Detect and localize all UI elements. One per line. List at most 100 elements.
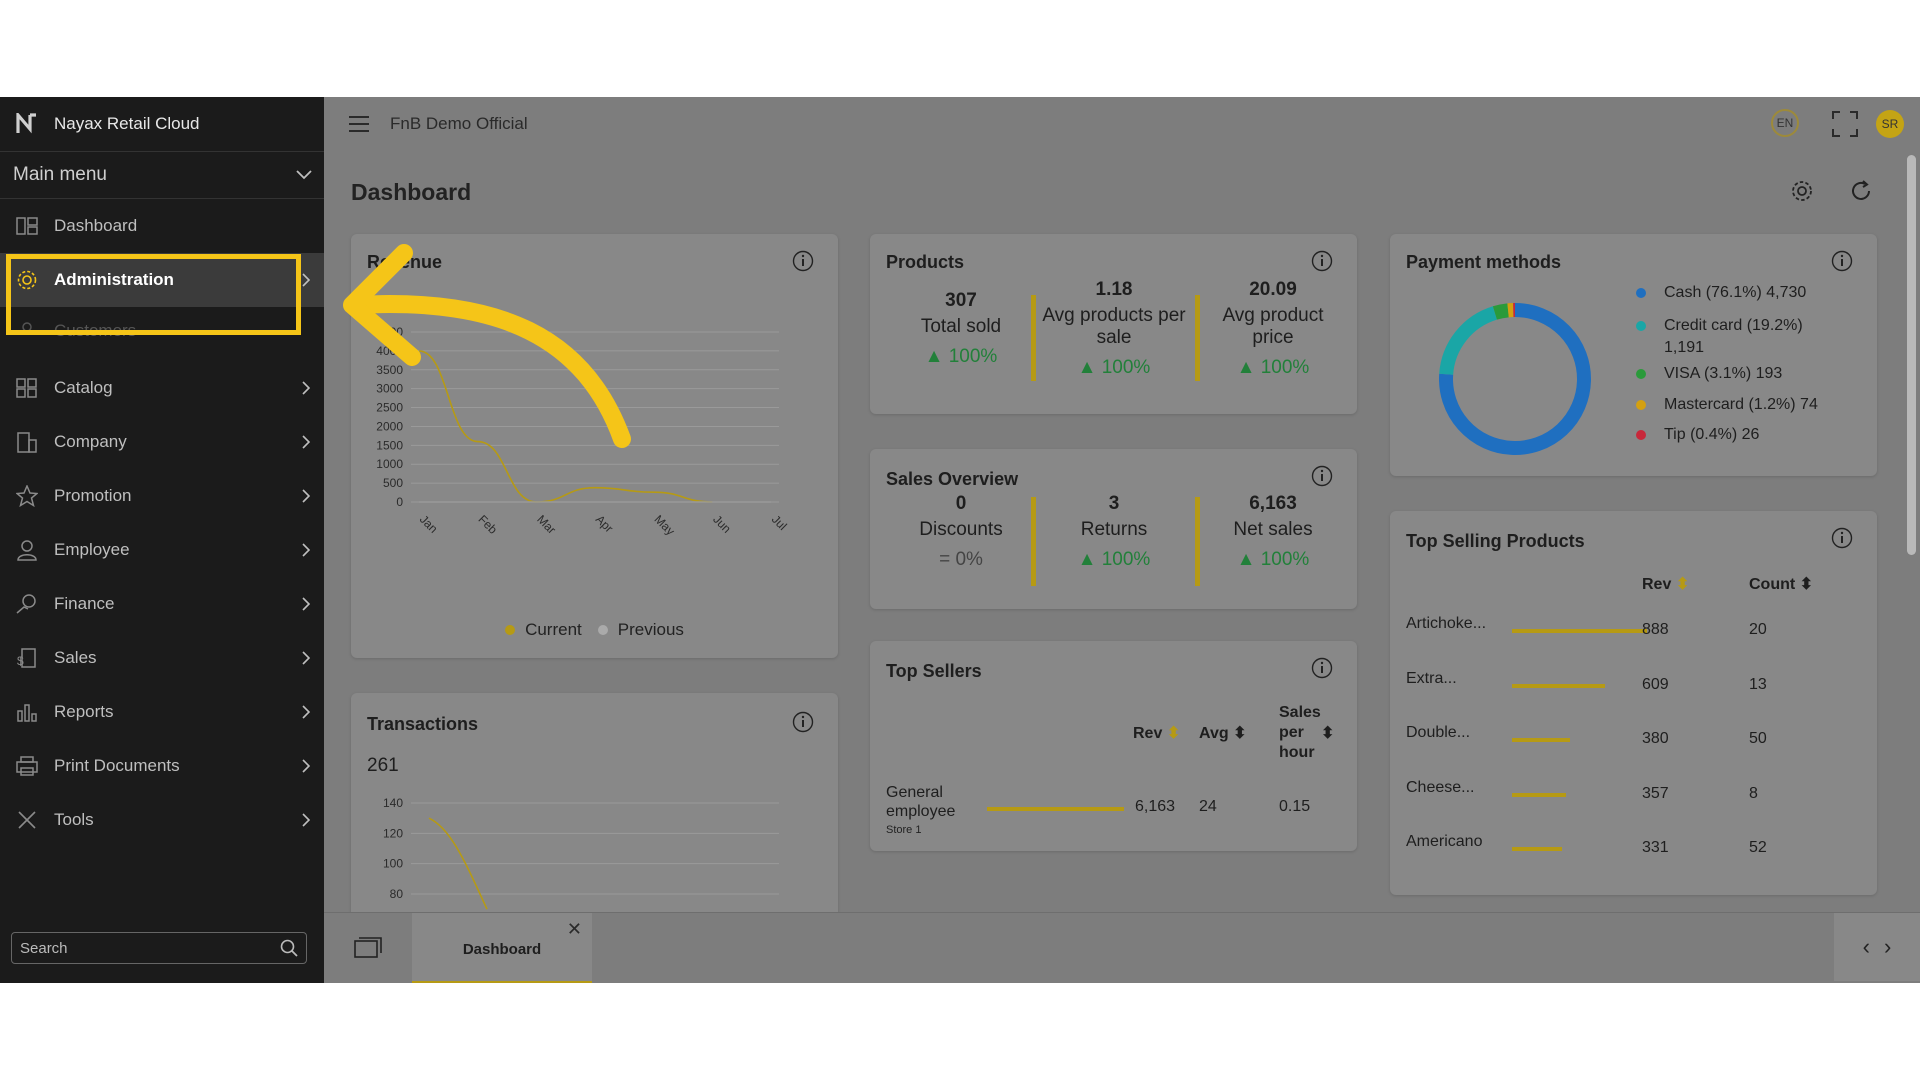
y-tick-label: 500 — [383, 476, 403, 490]
language-button[interactable]: EN — [1771, 109, 1799, 137]
chevron-left-icon[interactable]: ‹ — [1862, 934, 1870, 959]
y-tick-label: 2500 — [376, 401, 403, 415]
refresh-icon[interactable] — [1849, 179, 1873, 203]
product-count: 8 — [1749, 784, 1758, 802]
chevron-right-icon — [302, 273, 310, 287]
company-icon — [15, 430, 39, 454]
column-header-avg[interactable]: Avg ⬍ — [1199, 723, 1247, 743]
chevron-right-icon — [302, 651, 310, 665]
sales-icon: $ — [15, 646, 39, 670]
fullscreen-icon[interactable] — [1832, 111, 1858, 137]
main-menu-toggle[interactable]: Main menu — [0, 151, 324, 199]
stat-net-sales: 6,163 Net sales ▲ 100% — [1208, 493, 1338, 571]
sidebar-search-input[interactable]: Search — [11, 932, 307, 964]
legend-dot — [1636, 288, 1646, 298]
sidebar-item-promotion[interactable]: Promotion — [0, 469, 324, 523]
header-label-line: Sales — [1279, 704, 1321, 721]
sidebar-item-employee[interactable]: Employee — [0, 523, 324, 577]
header-label: Rev — [1642, 576, 1672, 593]
chevron-right-icon — [302, 813, 310, 827]
seller-name: General employee Store 1 — [886, 783, 955, 840]
payment-methods-title: Payment methods — [1406, 252, 1562, 272]
legend-current[interactable]: Current — [505, 620, 582, 640]
user-avatar[interactable]: SR — [1876, 110, 1904, 138]
sidebar-item-finance[interactable]: Finance — [0, 577, 324, 631]
sales-overview-card: Sales Overview 0 Discounts = 0% 3 Return… — [870, 449, 1357, 609]
hamburger-menu-icon[interactable] — [348, 115, 370, 133]
employee-icon — [15, 538, 39, 562]
info-icon[interactable] — [792, 711, 814, 733]
sidebar-item-company[interactable]: Company — [0, 415, 324, 469]
stat-label: Discounts — [919, 519, 1003, 540]
sidebar-item-label: Finance — [54, 594, 115, 613]
sidebar-item-dashboard[interactable]: Dashboard — [0, 199, 324, 253]
stat-value: 307 — [945, 290, 977, 311]
column-header-count[interactable]: Count ⬍ — [1749, 574, 1813, 594]
sidebar-item-label: Tools — [54, 810, 94, 829]
close-icon[interactable]: ✕ — [566, 919, 582, 939]
settings-gear-icon[interactable] — [1790, 179, 1814, 203]
tutorial-overlay — [343, 244, 631, 448]
vertical-scrollbar[interactable] — [1904, 151, 1918, 911]
header-label-line: per — [1279, 724, 1304, 741]
sidebar-item-reports[interactable]: Reports — [0, 685, 324, 739]
product-rev: 609 — [1642, 675, 1669, 693]
chevron-right-icon[interactable]: › — [1884, 934, 1892, 959]
top-bar: FnB Demo Official EN SR — [324, 97, 1920, 151]
scrollbar-thumb[interactable] — [1907, 155, 1916, 555]
stat-value: 0 — [955, 493, 967, 514]
sidebar-item-label: Dashboard — [54, 216, 138, 235]
stat-label: Avg products per sale — [1042, 305, 1186, 348]
top-selling-products-card: Top Selling Products Rev ⬍ Count ⬍ Artic… — [1390, 511, 1877, 895]
product-rev: 357 — [1642, 784, 1669, 802]
sidebar-item-print-documents[interactable]: Print Documents — [0, 739, 324, 793]
payment-legend-mastercard[interactable]: Mastercard (1.2%) 74 — [1636, 396, 1818, 414]
info-icon[interactable] — [1311, 465, 1333, 487]
sidebar-item-label: Employee — [54, 540, 130, 559]
product-rev: 888 — [1642, 621, 1669, 638]
sidebar-item-tools[interactable]: Tools — [0, 793, 324, 847]
sidebar: Nayax Retail Cloud Main menu Dashboard A… — [0, 97, 324, 983]
info-icon[interactable] — [792, 250, 814, 272]
open-tab-dashboard[interactable]: ✕ Dashboard — [412, 913, 592, 983]
payment-legend-visa[interactable]: VISA (3.1%) 193 — [1636, 365, 1782, 383]
chevron-right-icon — [302, 489, 310, 503]
sidebar-item-sales[interactable]: $ Sales — [0, 631, 324, 685]
sidebar-item-catalog[interactable]: Catalog — [0, 361, 324, 415]
seller-name-line: employee — [886, 803, 956, 820]
info-icon[interactable] — [1311, 250, 1333, 272]
info-icon[interactable] — [1831, 250, 1853, 272]
product-rev-bar — [1512, 683, 1605, 688]
payment-legend-tip[interactable]: Tip (0.4%) 26 — [1636, 426, 1759, 444]
product-rev-bar — [1512, 847, 1563, 851]
legend-previous[interactable]: Previous — [597, 620, 684, 640]
product-name: Double... — [1406, 724, 1471, 741]
window-tabs-icon[interactable] — [354, 937, 382, 959]
column-header-sales-per-hour[interactable]: Sales per hour — [1279, 703, 1321, 763]
sidebar-item-administration[interactable]: Administration — [0, 253, 324, 307]
column-header-rev[interactable]: Rev ⬍ — [1642, 574, 1689, 594]
stat-change: ▲ 100% — [1032, 549, 1196, 571]
product-rev: 331 — [1642, 839, 1669, 856]
stat-change-value: 100% — [948, 346, 998, 367]
info-icon[interactable] — [1831, 527, 1853, 549]
stat-label: Avg product price — [1222, 305, 1324, 348]
product-count: 50 — [1749, 730, 1767, 747]
product-rev: 380 — [1642, 730, 1669, 747]
legend-label: Cash (76.1%) 4,730 — [1664, 284, 1807, 301]
column-header-rev[interactable]: Rev ⬍ — [1133, 723, 1180, 743]
chevron-right-icon — [302, 543, 310, 557]
donut-slice-credit-card — [1439, 306, 1498, 375]
donut-slice-cash — [1439, 303, 1591, 455]
payment-legend-cash[interactable]: Cash (76.1%) 4,730 — [1636, 284, 1806, 302]
trend-up-icon: ▲ — [1077, 357, 1102, 378]
transactions-line-chart: 80 100 120 140 — [383, 796, 779, 910]
transactions-title: Transactions — [367, 714, 479, 734]
sidebar-item-label: Reports — [54, 702, 114, 721]
payment-legend-credit-card[interactable]: Credit card (19.2%) 1,191 — [1636, 315, 1836, 359]
info-icon[interactable] — [1311, 657, 1333, 679]
stat-change-value: 100% — [1101, 357, 1151, 378]
trend-up-icon: ▲ — [1236, 357, 1261, 378]
seller-avg: 24 — [1199, 798, 1217, 815]
sort-icon[interactable]: ⬍ — [1321, 725, 1335, 742]
